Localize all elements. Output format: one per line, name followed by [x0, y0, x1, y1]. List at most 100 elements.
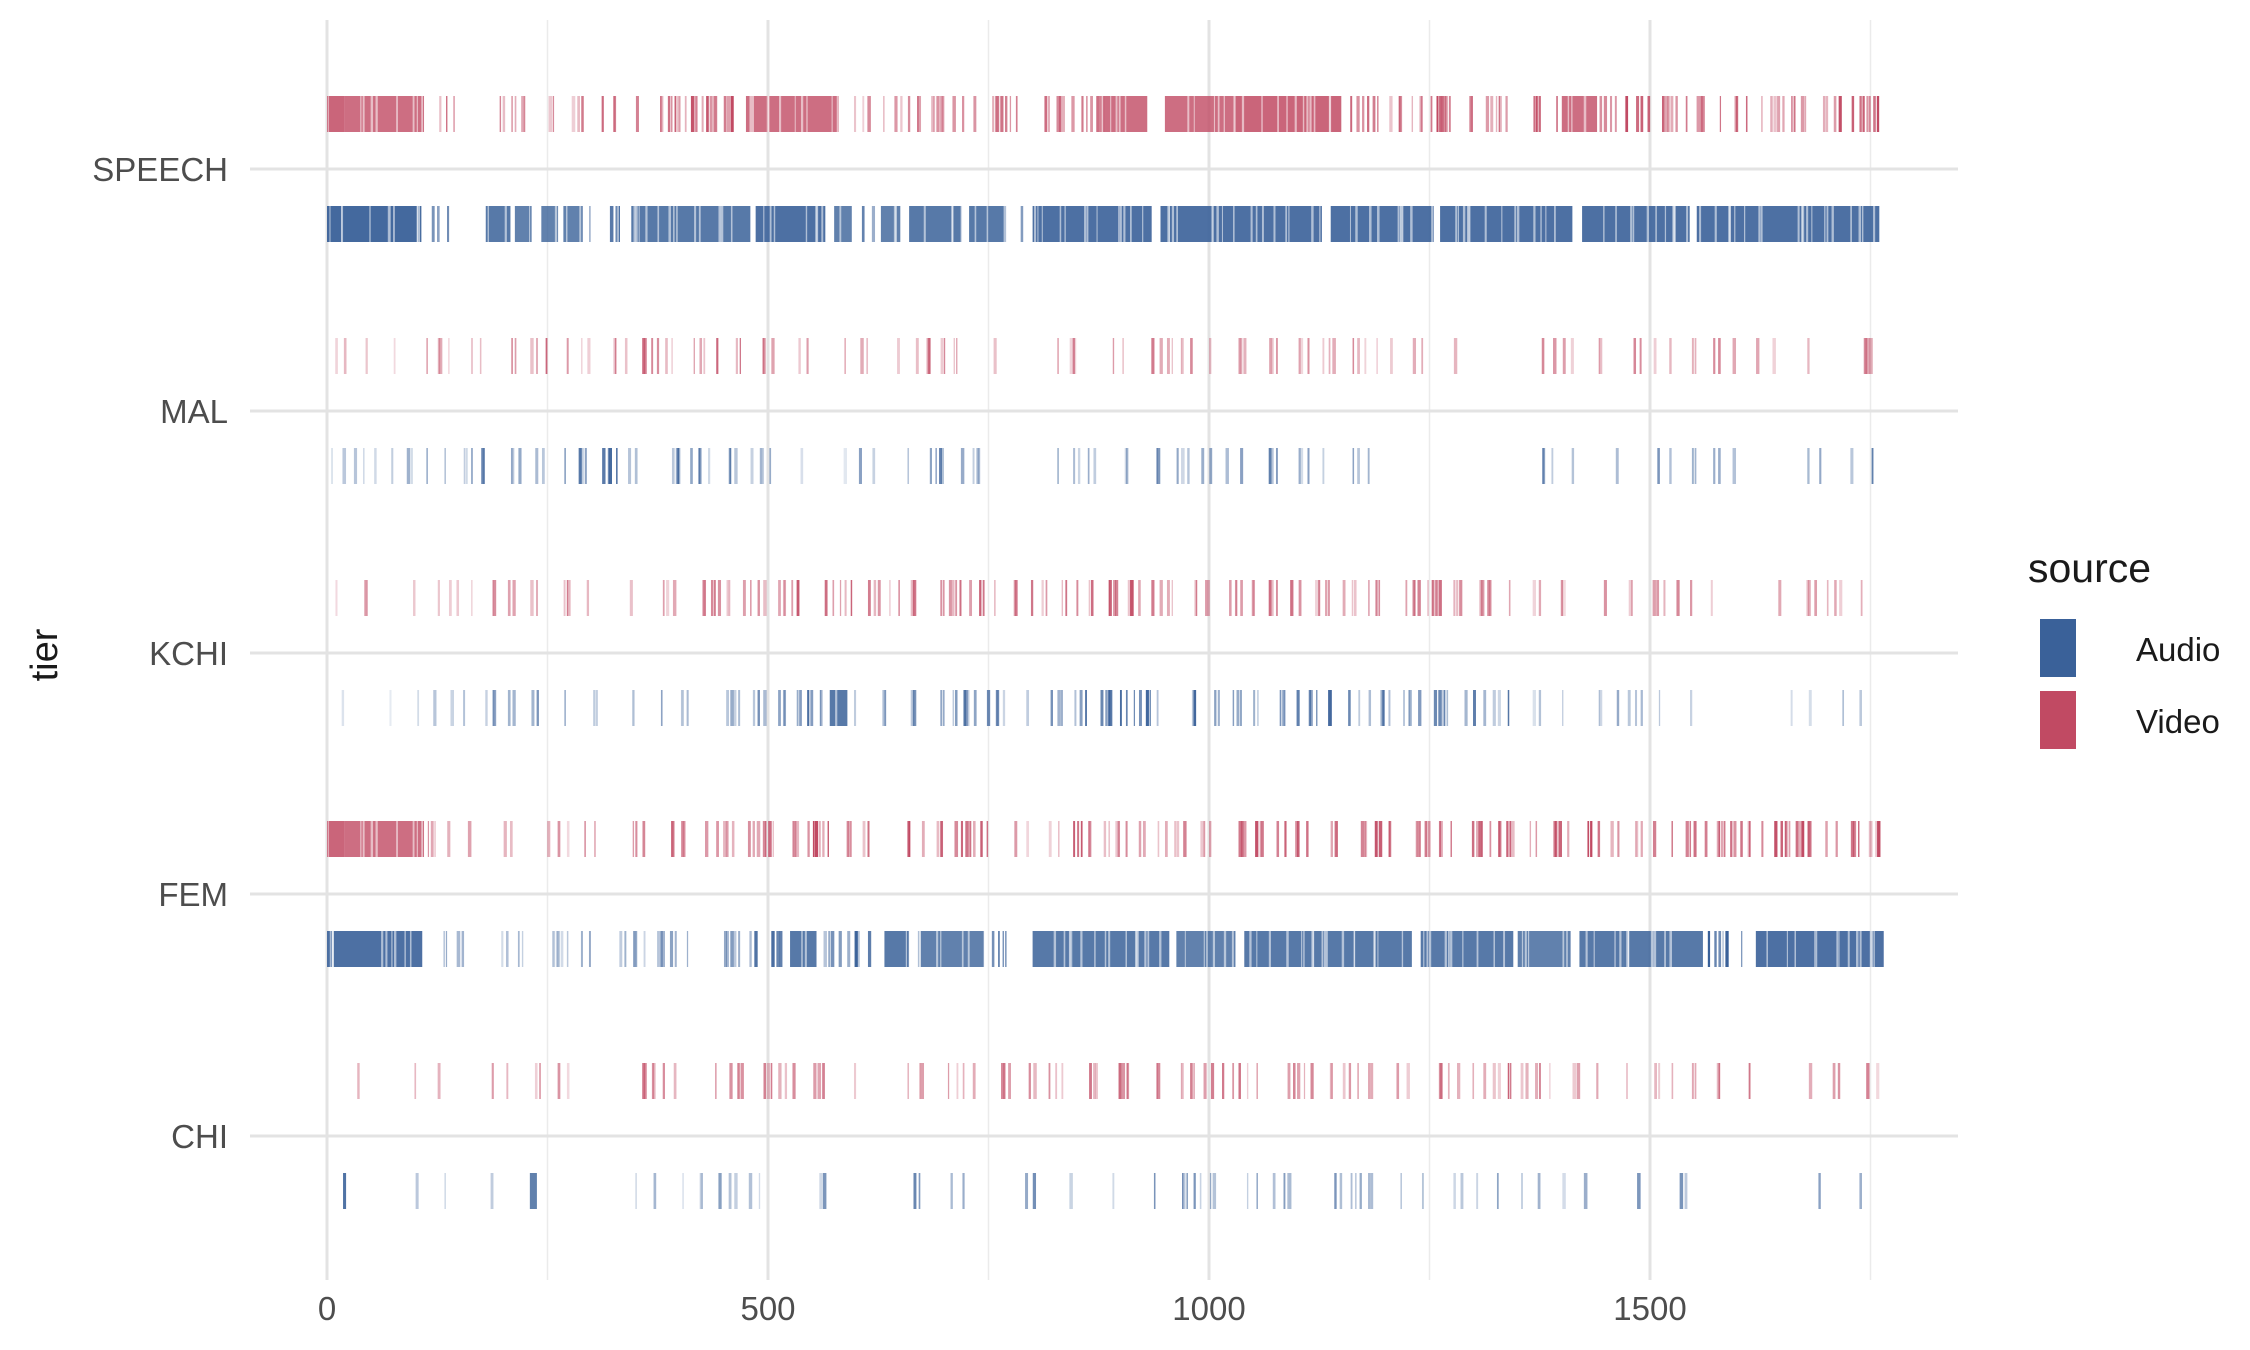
- segment-audio-chi: [1209, 1173, 1212, 1209]
- segment-gap: [1261, 206, 1264, 242]
- segment-video-chi: [1028, 1063, 1031, 1099]
- segment-audio-fem: [998, 931, 1000, 967]
- segment-gap: [1069, 931, 1073, 967]
- segment-gap: [1562, 931, 1565, 967]
- segment-audio-mal: [331, 448, 333, 484]
- segment-video-kchi: [672, 580, 677, 616]
- segment-video-mal: [693, 338, 695, 374]
- segment-video-fem: [940, 821, 943, 857]
- segment-audio-mal: [978, 448, 981, 484]
- segment-audio-mal: [1850, 448, 1854, 484]
- segment-video-fem: [762, 821, 767, 857]
- segment-audio-mal: [729, 448, 731, 484]
- segment-audio-fem: [456, 931, 461, 967]
- segment-gap: [908, 931, 910, 967]
- segment-video-mal: [1271, 338, 1274, 374]
- segment-video-mal: [530, 338, 534, 374]
- segment-gap: [1873, 931, 1875, 967]
- segment-video-fem: [1723, 821, 1726, 857]
- segment-video-chi: [1232, 1063, 1235, 1099]
- segment-video-chi: [1654, 1063, 1657, 1099]
- segment-audio-fem: [634, 931, 638, 967]
- segment-audio-speech: [871, 206, 876, 242]
- segment-marks: [327, 96, 1884, 1209]
- segment-gap: [1469, 206, 1471, 242]
- segment-video-kchi: [1088, 580, 1090, 616]
- segment-gap: [360, 96, 362, 132]
- segment-video-mal: [926, 338, 929, 374]
- segment-audio-chi: [1182, 1173, 1186, 1209]
- segment-audio-mal: [690, 448, 693, 484]
- segment-audio-kchi: [1108, 690, 1113, 726]
- segment-audio-mal: [800, 448, 804, 484]
- segment-gap: [1517, 206, 1520, 242]
- segment-video-mal: [365, 338, 368, 374]
- segment-audio-chi: [1153, 1173, 1156, 1209]
- segment-video-kchi: [969, 580, 973, 616]
- segment-video-kchi: [1628, 580, 1633, 616]
- segment-audio-kchi: [512, 690, 516, 726]
- segment-video-mal: [940, 338, 944, 374]
- segment-gap: [1615, 206, 1617, 242]
- segment-gap: [1323, 931, 1326, 967]
- segment-audio-kchi: [726, 690, 730, 726]
- segment-video-speech: [715, 96, 718, 132]
- segment-audio-mal: [976, 448, 979, 484]
- segment-audio-chi: [718, 1173, 722, 1209]
- segment-video-kchi: [1405, 580, 1408, 616]
- segment-audio-chi: [1032, 1173, 1037, 1209]
- segment-audio-chi: [1859, 1173, 1862, 1209]
- segment-audio-speech: [909, 206, 963, 242]
- segment-audio-fem: [730, 931, 734, 967]
- segment-audio-chi: [1679, 1173, 1684, 1209]
- segment-video-chi: [1539, 1063, 1541, 1099]
- segment-audio-kchi: [807, 690, 810, 726]
- segment-audio-kchi: [882, 690, 886, 726]
- segment-video-mal: [771, 338, 775, 374]
- segment-audio-kchi: [492, 690, 494, 726]
- segment-video-chi: [1483, 1063, 1487, 1099]
- segment-audio-mal: [843, 448, 847, 484]
- segment-gap: [1125, 931, 1127, 967]
- segment-video-fem: [1556, 821, 1559, 857]
- segment-video-fem: [973, 821, 976, 857]
- segment-audio-fem: [867, 931, 872, 967]
- segment-video-mal: [566, 338, 569, 374]
- series-video: [327, 96, 1881, 1099]
- segment-video-kchi: [982, 580, 985, 616]
- segment-video-mal: [1151, 338, 1155, 374]
- segment-video-kchi: [1417, 580, 1421, 616]
- segment-video-chi: [1095, 1063, 1098, 1099]
- segment-gap: [1734, 206, 1736, 242]
- segment-video-speech: [1701, 96, 1705, 132]
- segment-audio-speech: [1696, 206, 1880, 242]
- segment-video-kchi: [940, 580, 943, 616]
- segment-video-mal: [665, 338, 668, 374]
- segment-video-fem: [1048, 821, 1052, 857]
- segment-audio-chi: [1212, 1173, 1217, 1209]
- segment-video-kchi: [1195, 580, 1198, 616]
- segment-video-chi: [962, 1063, 965, 1099]
- segment-audio-mal: [1551, 448, 1554, 484]
- segment-video-fem: [793, 821, 797, 857]
- segment-video-speech: [1862, 96, 1865, 132]
- segment-gap: [1311, 206, 1314, 242]
- segment-audio-fem: [749, 931, 752, 967]
- segment-gap: [1110, 96, 1112, 132]
- segment-audio-kchi: [1138, 690, 1142, 726]
- segment-audio-mal: [510, 448, 513, 484]
- segment-gap: [1699, 206, 1702, 242]
- segment-audio-fem: [556, 931, 560, 967]
- segment-video-speech: [997, 96, 1000, 132]
- segment-video-kchi: [1860, 580, 1863, 616]
- segment-audio-kchi: [417, 690, 420, 726]
- segment-audio-kchi: [730, 690, 734, 726]
- segment-audio-fem: [754, 931, 758, 967]
- segment-video-fem: [849, 821, 852, 857]
- segment-video-mal: [927, 338, 931, 374]
- segment-video-kchi: [1252, 580, 1256, 616]
- y-axis-title: tier: [24, 628, 66, 681]
- segment-audio-kchi: [757, 690, 760, 726]
- segment-video-fem: [1374, 821, 1378, 857]
- segment-gap: [327, 821, 329, 857]
